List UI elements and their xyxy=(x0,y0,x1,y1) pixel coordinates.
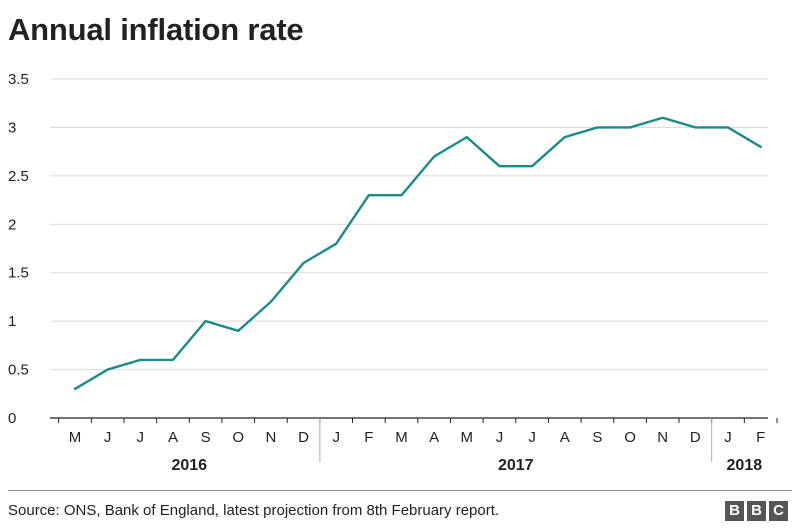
x-tick-label: J xyxy=(104,429,112,446)
data-point xyxy=(204,320,206,322)
data-point xyxy=(466,136,468,138)
data-point xyxy=(433,155,435,157)
footer-divider xyxy=(8,490,792,491)
data-point xyxy=(74,388,76,390)
year-label: 2017 xyxy=(498,457,534,474)
x-tick-label: M xyxy=(395,429,408,446)
x-tick-label: N xyxy=(657,429,668,446)
x-tick-label: O xyxy=(624,429,636,446)
data-point xyxy=(400,194,402,196)
x-axis xyxy=(50,417,778,423)
data-point xyxy=(498,165,500,167)
x-tick-label: F xyxy=(756,429,765,446)
data-point xyxy=(270,301,272,303)
gridlines xyxy=(50,78,768,371)
x-tick-label: F xyxy=(364,429,373,446)
x-tick-label: N xyxy=(265,429,276,446)
data-point xyxy=(531,165,533,167)
x-tick-label: S xyxy=(201,429,211,446)
data-point xyxy=(759,146,761,148)
data-point xyxy=(335,242,337,244)
x-tick-label: A xyxy=(560,429,570,446)
year-label: 2016 xyxy=(171,457,207,474)
y-tick-label: 3 xyxy=(8,119,16,136)
x-tick-label: J xyxy=(724,429,732,446)
y-tick-label: 0 xyxy=(8,410,16,427)
footer: Source: ONS, Bank of England, latest pro… xyxy=(0,490,800,530)
data-point xyxy=(172,359,174,361)
data-point xyxy=(368,194,370,196)
x-tick-label: J xyxy=(528,429,536,446)
data-point xyxy=(629,126,631,128)
x-tick-label: A xyxy=(168,429,178,446)
chart-title: Annual inflation rate xyxy=(8,12,304,47)
source-note: Source: ONS, Bank of England, latest pro… xyxy=(8,502,500,519)
series-lines xyxy=(73,116,762,391)
logo-letter-b2: B xyxy=(747,501,766,521)
y-tick-label: 1 xyxy=(8,313,16,330)
year-label: 2018 xyxy=(727,457,763,474)
y-tick-label: 3.5 xyxy=(8,71,29,88)
data-point xyxy=(564,136,566,138)
y-tick-label: 2.5 xyxy=(8,168,29,185)
bbc-logo: B B C xyxy=(725,501,788,521)
x-tick-label: M xyxy=(69,429,82,446)
x-tick-label: J xyxy=(496,429,504,446)
y-tick-label: 1.5 xyxy=(8,265,29,282)
data-point xyxy=(694,126,696,128)
x-tick-label: S xyxy=(592,429,602,446)
data-point xyxy=(106,368,108,370)
data-point xyxy=(237,330,239,332)
logo-letter-c: C xyxy=(769,501,788,521)
x-tick-label: J xyxy=(137,429,145,446)
x-tick-label: A xyxy=(429,429,439,446)
year-labels: 2016 2017 2018 xyxy=(171,418,762,474)
series-line xyxy=(73,116,762,391)
data-point xyxy=(302,262,304,264)
data-point xyxy=(139,359,141,361)
y-tick-label: 0.5 xyxy=(8,362,29,379)
x-tick-label: D xyxy=(298,429,309,446)
y-axis-tick-labels: 0 0.5 1 1.5 2 2.5 3 3.5 xyxy=(8,71,29,427)
x-tick-label: M xyxy=(461,429,474,446)
data-point xyxy=(662,117,664,119)
x-tick-label: D xyxy=(690,429,701,446)
x-tick-label: O xyxy=(232,429,244,446)
x-tick-label: J xyxy=(332,429,340,446)
logo-letter-b1: B xyxy=(725,501,744,521)
data-point xyxy=(727,126,729,128)
data-point xyxy=(596,126,598,128)
y-tick-label: 2 xyxy=(8,216,16,233)
